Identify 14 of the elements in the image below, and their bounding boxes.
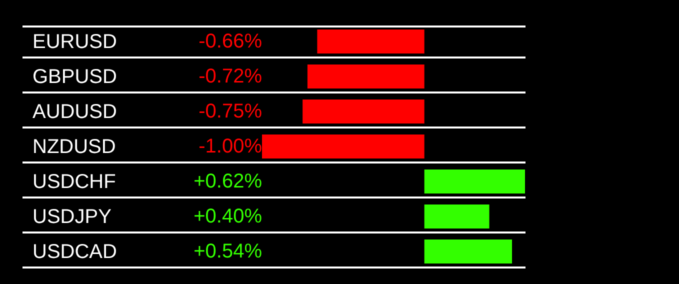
y-tick-label: AUDUSD bbox=[32, 101, 117, 123]
data-label: -0.66% bbox=[198, 30, 262, 52]
y-tick-label: GBPUSD bbox=[32, 66, 117, 88]
data-label: +0.40% bbox=[194, 206, 262, 228]
data-label: +0.62% bbox=[194, 170, 262, 192]
y-tick-label: USDCHF bbox=[32, 171, 116, 193]
y-tick-label: EURUSD bbox=[32, 31, 117, 53]
data-label: -0.72% bbox=[198, 66, 262, 88]
data-label: -0.75% bbox=[198, 100, 262, 122]
y-tick-label: USDCAD bbox=[32, 241, 117, 263]
y-tick-label: USDJPY bbox=[32, 206, 112, 228]
data-label: +0.54% bbox=[194, 240, 262, 262]
y-tick-label: NZDUSD bbox=[32, 136, 116, 158]
data-label: -1.00% bbox=[198, 136, 262, 158]
